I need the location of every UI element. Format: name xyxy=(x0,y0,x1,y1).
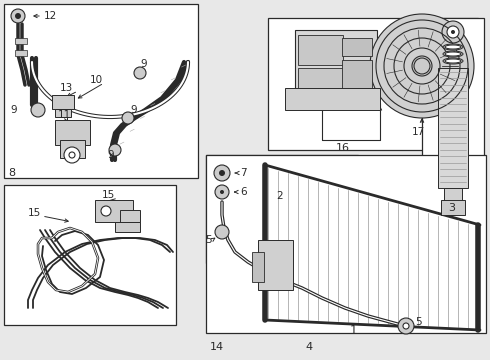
Circle shape xyxy=(414,58,430,74)
Circle shape xyxy=(215,225,229,239)
Text: 10: 10 xyxy=(90,75,103,85)
Bar xyxy=(55,120,90,145)
Text: 11: 11 xyxy=(58,110,71,120)
Text: 14: 14 xyxy=(210,342,224,352)
Ellipse shape xyxy=(443,44,463,50)
Bar xyxy=(60,140,85,158)
Circle shape xyxy=(442,21,464,43)
Circle shape xyxy=(220,190,224,194)
Bar xyxy=(252,252,264,282)
Bar xyxy=(206,155,358,263)
Text: 9: 9 xyxy=(140,59,147,69)
Bar xyxy=(268,18,478,150)
Text: 17: 17 xyxy=(412,127,425,137)
Bar xyxy=(444,188,462,203)
Text: 16: 16 xyxy=(336,143,350,153)
Circle shape xyxy=(122,112,134,124)
Circle shape xyxy=(64,147,80,163)
Text: 2: 2 xyxy=(276,191,283,201)
Text: 9: 9 xyxy=(130,105,137,115)
Bar xyxy=(258,240,293,290)
Text: 15: 15 xyxy=(102,190,115,200)
Circle shape xyxy=(101,206,111,216)
Circle shape xyxy=(15,13,21,19)
Ellipse shape xyxy=(445,59,461,63)
Text: 13: 13 xyxy=(60,83,73,93)
Ellipse shape xyxy=(445,45,461,49)
Text: 8: 8 xyxy=(8,168,15,178)
Bar xyxy=(15,50,27,56)
Text: 5: 5 xyxy=(415,317,421,327)
Bar xyxy=(298,35,343,65)
Circle shape xyxy=(398,318,414,334)
Bar xyxy=(298,68,343,90)
Text: 6: 6 xyxy=(240,187,246,197)
Ellipse shape xyxy=(445,52,461,56)
Bar xyxy=(4,185,176,325)
Bar xyxy=(95,200,133,222)
Text: 4: 4 xyxy=(305,342,312,352)
Bar xyxy=(295,30,377,102)
Circle shape xyxy=(451,30,455,34)
Bar xyxy=(55,109,71,117)
Bar xyxy=(4,4,198,178)
Text: 7: 7 xyxy=(240,168,246,178)
Bar xyxy=(120,210,140,222)
Circle shape xyxy=(215,185,229,199)
Text: 9: 9 xyxy=(10,105,17,115)
Bar xyxy=(342,38,372,56)
Bar xyxy=(342,60,372,92)
Ellipse shape xyxy=(443,51,463,57)
Circle shape xyxy=(403,323,409,329)
Bar xyxy=(441,200,465,215)
Text: 12: 12 xyxy=(44,11,57,21)
Bar xyxy=(206,155,486,333)
Circle shape xyxy=(11,9,25,23)
Bar xyxy=(422,18,484,220)
Bar xyxy=(115,222,140,232)
Text: 3: 3 xyxy=(448,203,455,213)
Text: 1: 1 xyxy=(350,324,358,337)
Bar xyxy=(52,95,74,109)
Bar xyxy=(285,88,380,110)
Circle shape xyxy=(219,170,225,176)
Circle shape xyxy=(447,26,459,38)
Text: 9: 9 xyxy=(107,150,114,160)
Bar xyxy=(438,68,468,188)
Circle shape xyxy=(109,144,121,156)
Text: 5: 5 xyxy=(205,235,212,245)
Bar xyxy=(15,38,27,44)
Circle shape xyxy=(31,103,45,117)
Circle shape xyxy=(214,165,230,181)
Circle shape xyxy=(134,67,146,79)
Ellipse shape xyxy=(443,58,463,64)
Text: 15: 15 xyxy=(28,208,41,218)
Circle shape xyxy=(370,14,474,118)
